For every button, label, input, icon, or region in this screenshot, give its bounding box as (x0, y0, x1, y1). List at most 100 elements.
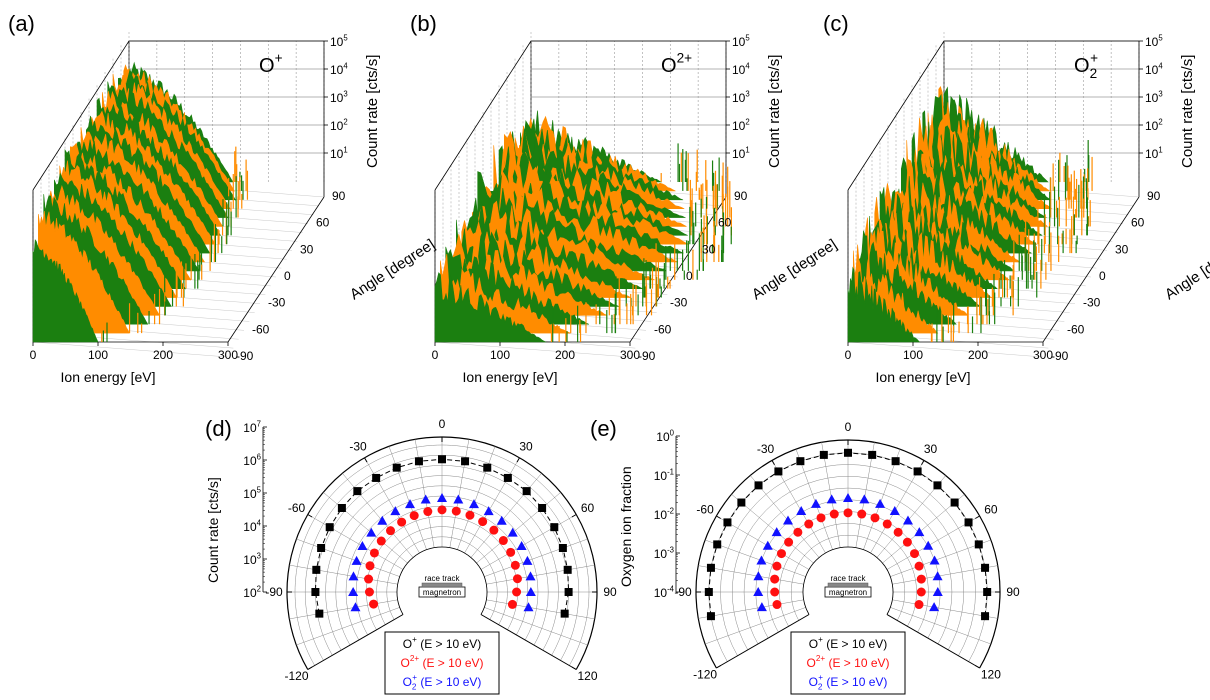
data-point-circle (870, 513, 880, 523)
data-point-triangle (348, 587, 359, 596)
data-point-square (337, 504, 346, 513)
angle-tick-label: 30 (702, 242, 716, 256)
angle-tick-label: 30 (300, 242, 314, 256)
data-point-triangle (377, 515, 388, 525)
data-point-triangle (525, 587, 536, 596)
z-axis-label: Count rate [cts/s] (766, 55, 783, 168)
panel-label: (d) (205, 416, 232, 441)
race-track-label: race track (830, 574, 866, 583)
angle-tick-label: -30 (757, 442, 775, 456)
data-point-circle (772, 561, 782, 571)
z-tick-label: 104 (330, 62, 348, 77)
data-point-circle (804, 519, 814, 529)
data-point-square (950, 498, 959, 507)
polar-grid-radial (307, 514, 404, 570)
radial-tick-label: 103 (243, 552, 261, 567)
data-point-circle (376, 536, 386, 546)
panel-label: (e) (590, 416, 617, 441)
polar-grid-radial (457, 446, 496, 550)
data-point-square (774, 467, 783, 476)
data-point-triangle (914, 527, 925, 537)
data-point-circle (893, 527, 903, 537)
panel-label: (a) (8, 11, 35, 36)
data-point-triangle (932, 571, 943, 581)
data-point-triangle (810, 498, 821, 508)
polar-grid-radial (323, 492, 408, 564)
x-tick-label: 0 (432, 348, 439, 362)
data-point-circle (369, 548, 379, 558)
polar-grid-radial (698, 565, 804, 585)
angle-tick-label: 60 (984, 503, 998, 517)
polar-grid-radial (890, 539, 991, 577)
polar-inner-arc (396, 546, 488, 615)
data-point-square (372, 473, 381, 482)
angle-tick-label: 90 (1006, 585, 1020, 599)
data-point-square (974, 540, 983, 549)
species-label: O+ (259, 50, 283, 77)
side-frame (434, 40, 532, 191)
polar-grid-radial (342, 473, 414, 558)
angle-tick-label: -30 (670, 296, 688, 310)
angle-tick (571, 666, 577, 670)
side-frame (32, 40, 130, 191)
x-tick-label: 200 (968, 348, 988, 362)
data-point-square (868, 450, 877, 459)
data-point-triangle (796, 505, 807, 515)
radial-tick-label: 107 (243, 420, 261, 435)
polar-grid-radial (886, 515, 980, 570)
data-point-triangle (437, 493, 447, 503)
angle-tick (307, 514, 313, 518)
radial-tick-label: 104 (243, 519, 261, 534)
angle-tick (716, 515, 721, 519)
polar-grid-radial (484, 607, 588, 646)
data-point-triangle (889, 505, 900, 515)
polar-panel-d: -120 -90 -60 -30 0 30 60 90 120 102 103 104 105 106 10… (205, 416, 617, 695)
data-point-square (315, 609, 324, 618)
angle-tick-label: 0 (439, 417, 446, 431)
species-label: O2+ (1074, 50, 1098, 81)
data-point-circle (451, 506, 461, 516)
data-point-circle (776, 549, 786, 559)
data-point-circle (423, 507, 433, 517)
angle-tick-label: -60 (696, 503, 714, 517)
angle-tick-label: 120 (577, 669, 597, 683)
x-axis-label: Ion energy [eV] (876, 369, 971, 385)
angle-tick (771, 460, 775, 465)
data-point-triangle (771, 527, 782, 537)
data-point-circle (512, 574, 522, 584)
x-axis-label: Ion energy [eV] (463, 369, 558, 385)
data-point-circle (507, 599, 517, 609)
angle-tick-label: -120 (693, 668, 717, 682)
polar-edge (307, 614, 404, 670)
polar-grid-radial (464, 457, 520, 554)
angle-axis-label: Angle [degree] (1162, 236, 1210, 303)
polar-grid-radial (892, 565, 998, 585)
data-point-square (706, 612, 715, 621)
polar-grid-radial (388, 446, 427, 550)
data-point-circle (437, 505, 447, 515)
angle-tick-label: -60 (252, 322, 270, 336)
x-tick-label: 300 (218, 348, 238, 362)
data-point-triangle (483, 506, 494, 516)
data-point-triangle (468, 499, 479, 509)
data-point-triangle (902, 515, 913, 525)
data-point-circle (770, 587, 780, 597)
x-tick-label: 0 (845, 348, 852, 362)
angle-tick-label: -90 (638, 349, 656, 363)
polar-grid-radial (289, 564, 398, 585)
x-tick-label: 100 (903, 348, 923, 362)
radial-tick-label: 10-4 (654, 585, 675, 600)
data-point-square (981, 612, 990, 621)
z-axis-label: Count rate [cts/s] (364, 55, 381, 168)
data-point-triangle (405, 499, 416, 509)
data-point-circle (857, 509, 867, 519)
data-point-circle (364, 574, 374, 584)
series-o-2plus (770, 508, 926, 610)
polar-grid-radial (890, 607, 991, 645)
data-point-triangle (523, 602, 534, 612)
angle-tick (307, 666, 313, 670)
polar-grid-radial (795, 449, 833, 550)
data-point-circle (770, 574, 780, 584)
angle-tick-label: 0 (284, 269, 291, 283)
